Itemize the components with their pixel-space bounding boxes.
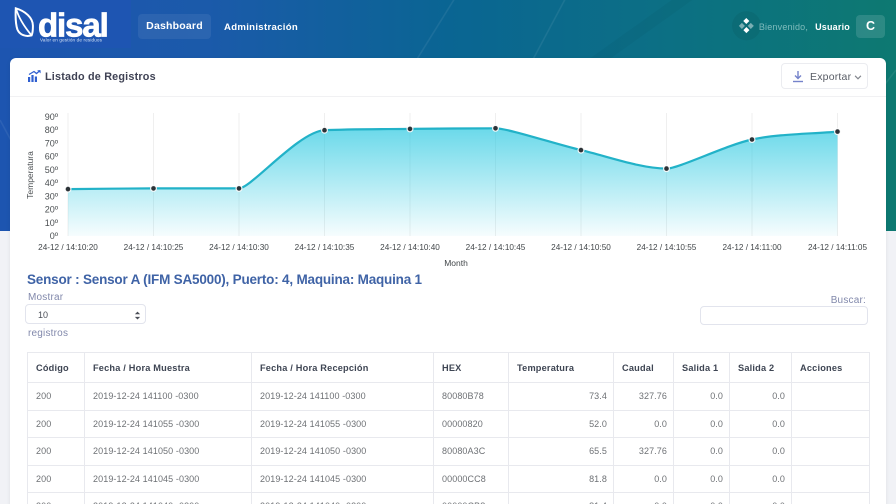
svg-text:90º: 90º xyxy=(45,112,59,122)
svg-text:20º: 20º xyxy=(45,205,59,215)
svg-text:60º: 60º xyxy=(45,152,59,162)
svg-text:24-12 / 14:10:45: 24-12 / 14:10:45 xyxy=(466,243,526,252)
svg-text:Valor en gestión de residuos: Valor en gestión de residuos xyxy=(40,37,103,42)
svg-text:Month: Month xyxy=(444,258,468,267)
svg-text:24-12 / 14:10:35: 24-12 / 14:10:35 xyxy=(295,243,355,252)
svg-text:24-12 / 14:11:00: 24-12 / 14:11:00 xyxy=(722,243,781,252)
svg-text:24-12 / 14:10:50: 24-12 / 14:10:50 xyxy=(551,243,611,252)
svg-text:50º: 50º xyxy=(45,165,59,175)
svg-text:30º: 30º xyxy=(45,191,59,201)
svg-text:80º: 80º xyxy=(45,125,59,135)
svg-text:40º: 40º xyxy=(45,178,59,188)
svg-text:Temperatura: Temperatura xyxy=(25,151,35,199)
svg-text:70º: 70º xyxy=(45,138,59,148)
svg-text:24-12 / 14:10:30: 24-12 / 14:10:30 xyxy=(209,243,269,252)
svg-text:24-12 / 14:11:05: 24-12 / 14:11:05 xyxy=(808,243,867,252)
svg-text:24-12 / 14:10:20: 24-12 / 14:10:20 xyxy=(38,243,98,252)
svg-text:disal: disal xyxy=(38,7,108,43)
svg-text:10º: 10º xyxy=(45,218,59,228)
svg-text:0º: 0º xyxy=(50,231,59,241)
svg-text:24-12 / 14:10:55: 24-12 / 14:10:55 xyxy=(637,243,697,252)
svg-text:24-12 / 14:10:25: 24-12 / 14:10:25 xyxy=(124,243,184,252)
svg-text:24-12 / 14:10:40: 24-12 / 14:10:40 xyxy=(380,243,440,252)
